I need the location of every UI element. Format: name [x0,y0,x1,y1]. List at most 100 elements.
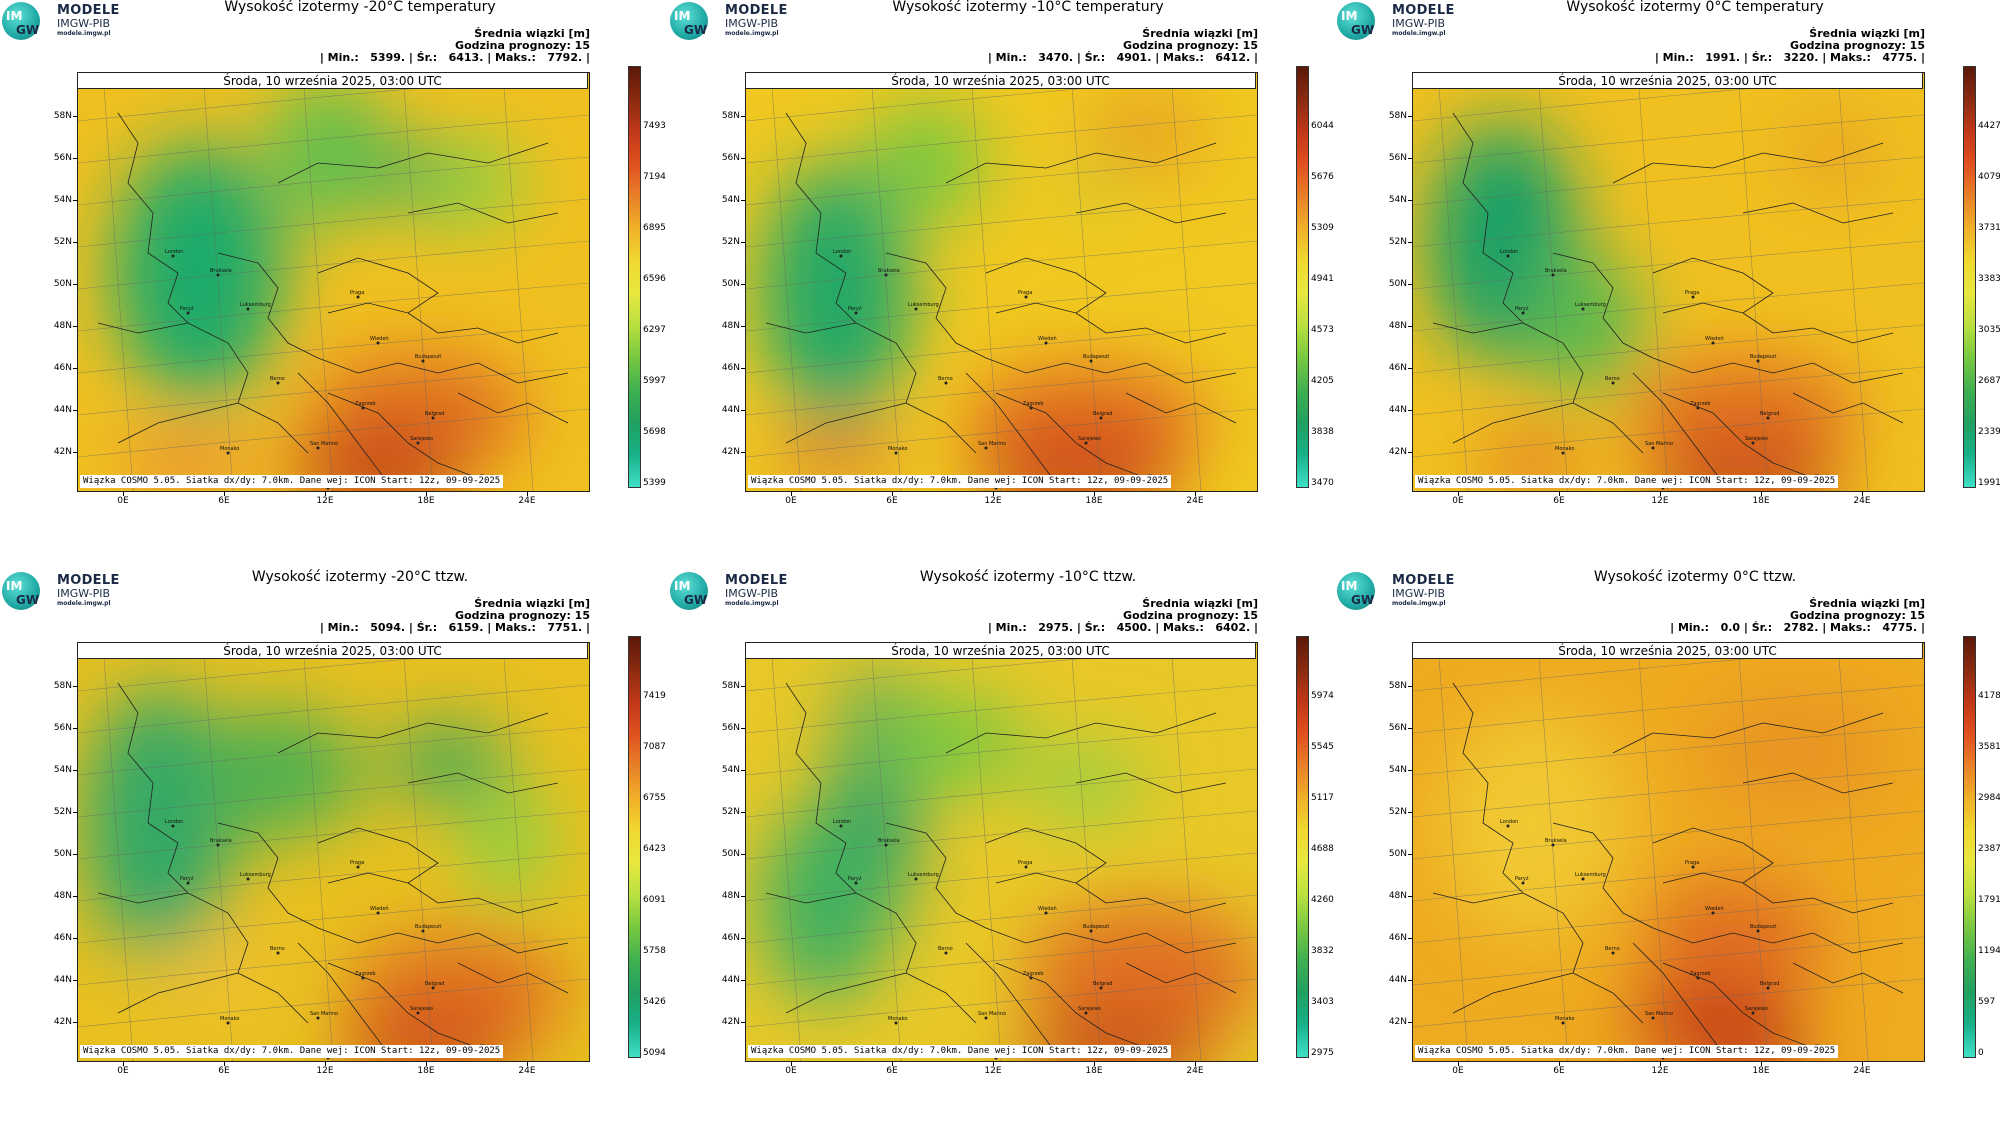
longitude-line [502,73,534,491]
colorbar-tick-label: 5698 [643,427,666,437]
country-border [1452,112,1524,324]
city-dot [914,307,918,311]
stat-label: Średnia wiązki [m] [1142,27,1258,40]
country-border [995,962,1147,1049]
lon-label: 24E [1847,491,1877,506]
colorbar-tick-label: 7493 [643,121,666,131]
city-label: London [1500,249,1518,255]
lat-label: 56N [40,153,78,163]
latitude-line [746,240,1257,290]
longitude-line [402,643,434,1061]
stats-block: Średnia wiązki [m] Godzina prognozy: 15 | … [938,598,1258,634]
country-border [1652,257,1774,314]
city-label: Luksemburg [1575,302,1606,308]
lat-label: 52N [708,237,746,247]
lat-label: 50N [708,279,746,289]
colorbar [1296,66,1309,488]
country-border [277,142,549,184]
imgw-logo: IM GW MODELE IMGW-PIB modele.imgw.pl [1337,570,1487,614]
city-dot [171,254,175,258]
city-label: Zagrzeb [1690,971,1711,977]
stats-block: Średnia wiązki [m] Godzina prognozy: 15 | … [1605,598,1925,634]
country-border [327,392,479,479]
forecast-hour: Godzina prognozy: 15 [1123,609,1258,622]
country-border [1552,252,1654,359]
field-blob [1026,743,1146,823]
lat-label: 54N [708,765,746,775]
field-blob [1783,118,1883,188]
longitude-line [970,73,1002,491]
city-label: San Marino [310,1011,338,1017]
city-dot [854,881,858,885]
lat-label: 48N [40,891,78,901]
latitude-line [746,114,1257,164]
stats-block: Średnia wiązki [m] Godzina prognozy: 15 | … [938,28,1258,64]
city-label: Belgrad [425,411,444,417]
city-label: Belgrad [1093,411,1112,417]
city-label: Monako [888,1016,907,1022]
city-label: Paryż [1515,306,1529,312]
lon-label: 12E [310,491,340,506]
lat-label: 44N [708,405,746,415]
forecast-date: Środa, 10 września 2025, 03:00 UTC [745,72,1256,89]
country-border [117,682,189,894]
city-label: Monako [220,446,239,452]
lon-label: 0E [776,491,806,506]
map-area: London Bruksela Luksemburg Paryż Praga Wiedeń… [77,642,590,1062]
map-area: London Bruksela Luksemburg Paryż Praga Wiedeń… [745,642,1258,1062]
colorbar-tick-label: 5758 [643,946,666,956]
city-dot [421,359,425,363]
logo-line3: modele.imgw.pl [57,30,111,37]
city-dot [1506,824,1510,828]
badge-bottom-text: GW [684,593,708,607]
country-border [785,112,857,324]
imgw-logo: IM GW MODELE IMGW-PIB modele.imgw.pl [670,0,820,44]
longitude-line [1437,643,1469,1061]
city-label: Belgrad [1093,981,1112,987]
lon-label: 6E [209,1061,239,1076]
longitude-line [1537,643,1569,1061]
forecast-date: Środa, 10 września 2025, 03:00 UTC [77,72,588,89]
city-dot [416,441,420,445]
colorbar-tick-label: 2984 [1978,793,2000,803]
longitude-line [102,73,134,491]
city-dot [984,1016,988,1020]
longitude-line [1070,643,1102,1061]
field-blob [771,423,901,483]
city-label: Paryż [180,876,194,882]
country-border [905,402,977,454]
city-dot [839,254,843,258]
map-area: London Bruksela Luksemburg Paryż Praga Wiedeń… [1412,642,1925,1062]
colorbar-tick-label: 2339 [1978,427,2000,437]
city-label: London [1500,819,1518,825]
city-dot [1521,311,1525,315]
latitude-line [1413,324,1924,374]
city-dot [1089,929,1093,933]
city-dot [1696,976,1700,980]
longitude-line [402,73,434,491]
city-label: Bruksela [878,268,900,274]
city-dot [1691,865,1695,869]
city-label: London [833,819,851,825]
city-label: Wiedeń [1038,905,1057,912]
city-label: Budapeszt [415,924,441,930]
logo-line1: MODELE [57,3,120,18]
latitude-line [746,810,1257,860]
city-label: Sarajewo [1745,436,1768,442]
stats-values: | Min.: 0.0 | Śr.: 2782. | Maks.: 4775. … [1670,621,1925,634]
city-label: Paryż [180,306,194,312]
lat-label: 54N [40,765,78,775]
colorbar-tick-label: 4427 [1978,121,2000,131]
lat-label: 58N [708,681,746,691]
country-border [1432,892,1584,1014]
colorbar-tick-label: 5545 [1311,742,1334,752]
city-label: London [165,249,183,255]
country-border [217,822,319,929]
longitude-line [1070,73,1102,491]
latitude-line [746,726,1257,776]
city-dot [1696,406,1700,410]
imgw-badge-icon: IM GW [2,2,40,40]
logo-line3: modele.imgw.pl [57,600,111,607]
city-dot [1691,295,1695,299]
colorbar-tick-label: 5094 [643,1048,666,1058]
